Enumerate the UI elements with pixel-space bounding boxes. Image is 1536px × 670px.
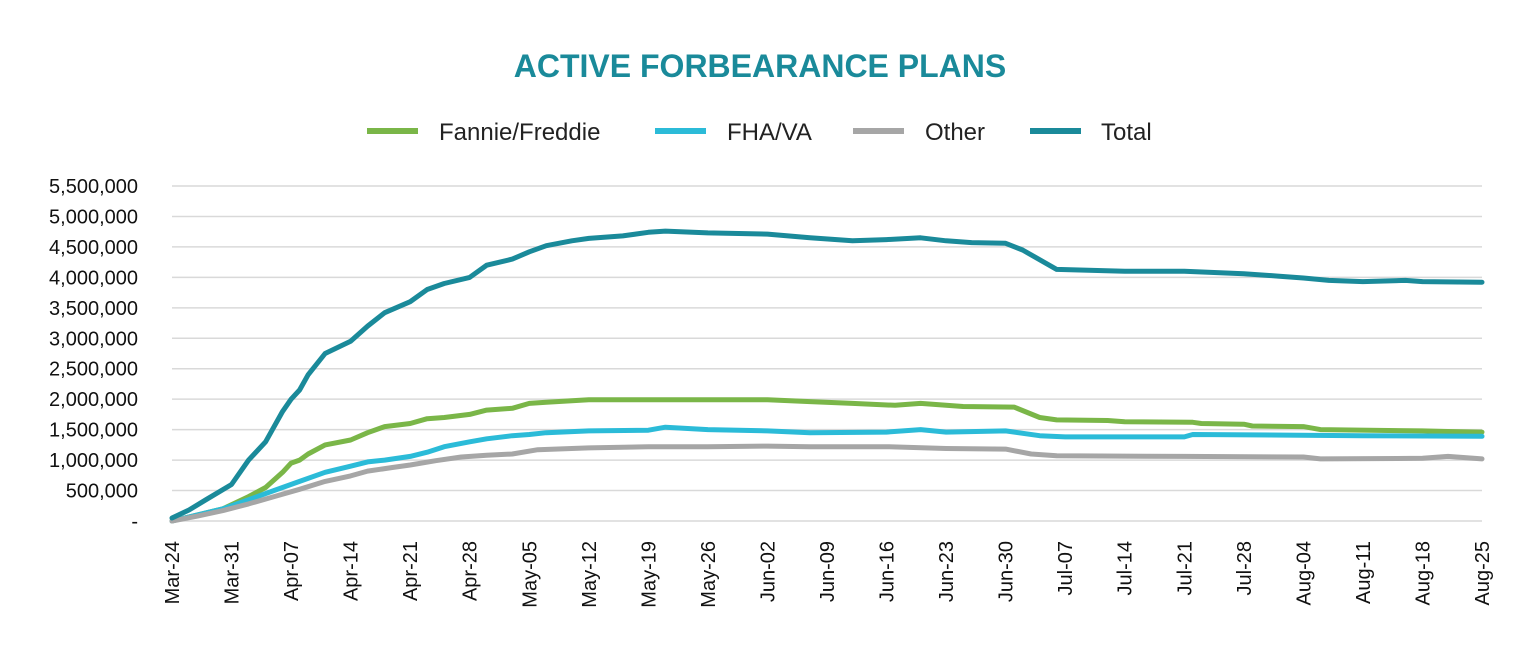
x-tick-label: May-12	[579, 541, 601, 608]
x-tick-label: Aug-25	[1472, 541, 1494, 606]
chart-series	[169, 228, 1485, 524]
y-tick-label: 500,000	[66, 481, 138, 503]
x-tick-label: Apr-28	[460, 541, 482, 601]
x-tick-label: Mar-24	[162, 541, 184, 604]
y-tick-label: -	[131, 511, 138, 533]
x-tick-label: Jul-21	[1174, 541, 1196, 595]
series-line-fha-va	[169, 424, 1485, 524]
series-line-total	[169, 228, 1485, 521]
y-tick-label: 2,500,000	[49, 359, 138, 381]
x-tick-label: Jun-23	[936, 541, 958, 602]
x-tick-label: May-26	[698, 541, 720, 608]
y-tick-label: 3,000,000	[49, 328, 138, 350]
chart-title: ACTIVE FORBEARANCE PLANS	[514, 48, 1006, 84]
series-line-fannie-freddie	[169, 397, 1485, 524]
x-tick-label: Aug-04	[1293, 541, 1315, 606]
legend-label-fannie-freddie: Fannie/Freddie	[439, 119, 600, 146]
x-tick-label: Apr-07	[281, 541, 303, 601]
x-tick-label: Jul-07	[1055, 541, 1077, 595]
y-tick-label: 4,000,000	[49, 267, 138, 289]
x-tick-label: Jul-28	[1234, 541, 1256, 595]
x-tick-label: Jun-16	[877, 541, 899, 602]
legend-label-total: Total	[1101, 119, 1152, 146]
x-tick-label: Aug-11	[1353, 541, 1375, 604]
y-tick-label: 1,000,000	[49, 450, 138, 472]
x-tick-label: Apr-21	[400, 541, 422, 601]
y-axis: - 500,000 1,000,000 1,500,000 2,000,000 2,500…	[49, 176, 138, 533]
x-tick-label: Jun-30	[996, 541, 1018, 602]
y-tick-label: 3,500,000	[49, 298, 138, 320]
legend-label-fha-va: FHA/VA	[727, 119, 812, 146]
y-tick-label: 2,000,000	[49, 389, 138, 411]
y-tick-label: 5,000,000	[49, 206, 138, 228]
y-tick-label: 4,500,000	[49, 237, 138, 259]
x-tick-label: Jul-14	[1115, 541, 1137, 595]
x-tick-label: Mar-31	[222, 541, 244, 604]
x-tick-label: Aug-18	[1412, 541, 1434, 606]
x-tick-label: May-19	[638, 541, 660, 608]
series-line-other	[169, 443, 1485, 524]
y-tick-label: 1,500,000	[49, 420, 138, 442]
x-tick-label: Jun-02	[757, 541, 779, 602]
y-tick-label: 5,500,000	[49, 176, 138, 198]
x-axis: Mar-24 Mar-31 Apr-07 Apr-14 Apr-21 Apr-28 May-…	[162, 520, 1494, 608]
legend-label-other: Other	[925, 119, 985, 146]
x-tick-label: May-05	[519, 541, 541, 608]
x-tick-label: Jun-09	[817, 541, 839, 602]
chart-legend: Fannie/Freddie FHA/VA Other Total	[367, 119, 1152, 146]
x-tick-label: Apr-14	[341, 541, 363, 601]
